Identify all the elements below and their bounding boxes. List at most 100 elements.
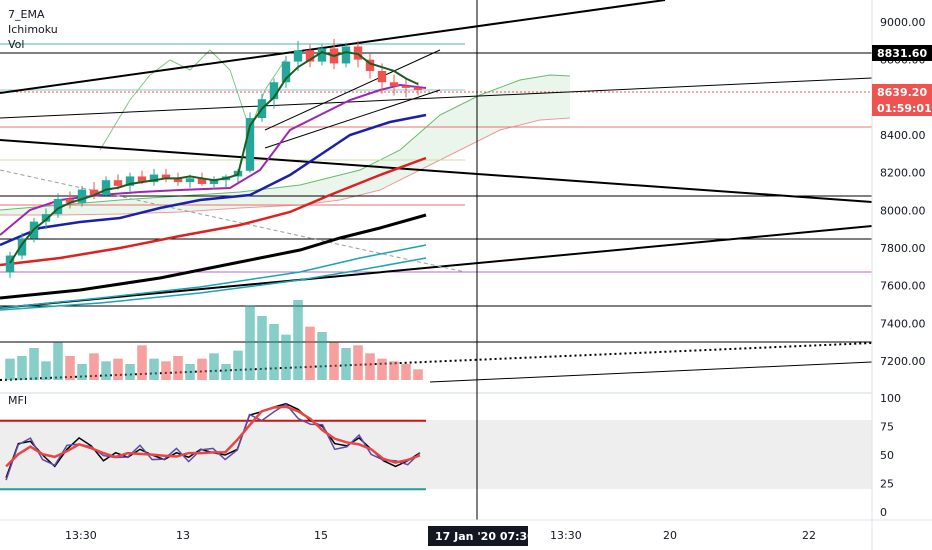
volume-bar	[125, 364, 135, 380]
candle[interactable]	[125, 176, 135, 186]
trend-line	[0, 139, 873, 203]
channel-line	[264, 49, 441, 131]
price-axis[interactable]	[872, 0, 932, 520]
trend-line	[0, 225, 873, 309]
legend-vol[interactable]: Vol	[8, 38, 24, 51]
candle[interactable]	[401, 86, 411, 88]
candle[interactable]	[149, 174, 159, 183]
volume-bar	[185, 364, 195, 380]
candle[interactable]	[41, 214, 51, 222]
volume-bar	[65, 356, 75, 380]
candle[interactable]	[5, 255, 15, 273]
mfi-tick: 75	[880, 421, 894, 434]
candle[interactable]	[245, 118, 255, 171]
volume-bar	[209, 353, 219, 380]
candle[interactable]	[53, 199, 63, 215]
trend-line	[0, 0, 666, 94]
time-tick: 13:30	[65, 529, 97, 542]
volume-bar	[377, 358, 387, 380]
mfi-tick: 0	[880, 506, 887, 519]
price-tick: 7800.00	[880, 242, 926, 255]
volume-bar	[77, 364, 87, 380]
candle[interactable]	[185, 178, 195, 183]
ema-line-teal-2	[0, 257, 427, 311]
candle[interactable]	[269, 82, 279, 100]
price-tick: 8400.00	[880, 129, 926, 142]
legend-ichimoku[interactable]: Ichimoku	[8, 23, 58, 36]
volume-bar	[281, 334, 291, 380]
candle[interactable]	[317, 48, 327, 62]
ichimoku-leading-span-b	[0, 117, 571, 216]
volume-bar	[197, 358, 207, 380]
volume-bar	[53, 342, 63, 380]
volume-bar	[305, 326, 315, 380]
mfi-tick: 50	[880, 449, 894, 462]
candle[interactable]	[293, 50, 303, 62]
candle[interactable]	[101, 180, 111, 196]
volume-bar	[173, 356, 183, 380]
current-price-tag	[872, 84, 932, 116]
candle[interactable]	[89, 189, 99, 196]
candle[interactable]	[413, 87, 423, 90]
candle[interactable]	[65, 199, 75, 203]
mfi-tick: 100	[880, 392, 901, 405]
candle[interactable]	[365, 59, 375, 71]
volume-bar	[401, 364, 411, 380]
time-tick: 13	[176, 529, 190, 542]
ema-line-teal	[0, 244, 427, 309]
candle[interactable]	[17, 238, 27, 256]
candle[interactable]	[377, 70, 387, 83]
channel-line	[264, 89, 441, 149]
candle[interactable]	[137, 176, 147, 183]
mfi-tick: 25	[880, 478, 894, 491]
candle[interactable]	[281, 61, 291, 83]
ema-line-blue	[0, 113, 427, 247]
legend-ema[interactable]: 7_EMA	[8, 8, 45, 21]
price-high-tag	[872, 45, 932, 61]
time-tick: 22	[802, 529, 816, 542]
volume-bar	[89, 353, 99, 380]
volume-bar	[221, 364, 231, 380]
candle[interactable]	[161, 174, 171, 179]
price-tick: 7200.00	[880, 355, 926, 368]
current-price-tag-text: 8639.20	[877, 86, 927, 99]
trend-line-dashed	[0, 169, 466, 273]
candle[interactable]	[197, 178, 207, 184]
price-tick: 8200.00	[880, 167, 926, 180]
legend-mfi[interactable]: MFI	[8, 394, 27, 407]
volume-bar	[29, 348, 39, 380]
volume-bar	[329, 342, 339, 380]
countdown-tag-text: 01:59:01	[877, 102, 932, 115]
volume-bar	[161, 361, 171, 380]
candle[interactable]	[173, 178, 183, 183]
crosshair-time-tag	[428, 526, 528, 546]
volume-bar	[5, 358, 15, 380]
trend-line	[429, 361, 873, 383]
volume-bar	[317, 332, 327, 380]
candle[interactable]	[77, 189, 87, 203]
volume-bar	[353, 345, 363, 380]
volume-bar	[413, 369, 423, 380]
candle[interactable]	[389, 82, 399, 87]
ema-line-red	[0, 156, 427, 267]
volume-bar	[17, 356, 27, 380]
candle[interactable]	[209, 180, 219, 184]
price-tick: 8000.00	[880, 204, 926, 217]
price-high-tag-text: 8831.60	[877, 47, 927, 60]
candle[interactable]	[113, 180, 123, 186]
ema7-line	[9, 51, 419, 264]
volume-series	[5, 300, 423, 380]
ichimoku-lagging-span	[99, 49, 286, 151]
volume-bar	[245, 305, 255, 380]
volume-bar	[233, 350, 243, 380]
volume-bar	[365, 353, 375, 380]
candle[interactable]	[305, 50, 315, 62]
price-tick: 9000.00	[880, 16, 926, 29]
volume-bar	[389, 361, 399, 380]
time-tick: 13:30	[550, 529, 582, 542]
ema-line-black	[0, 213, 427, 300]
price-tick: 7600.00	[880, 280, 926, 293]
candle[interactable]	[341, 46, 351, 64]
volume-bar	[149, 358, 159, 380]
